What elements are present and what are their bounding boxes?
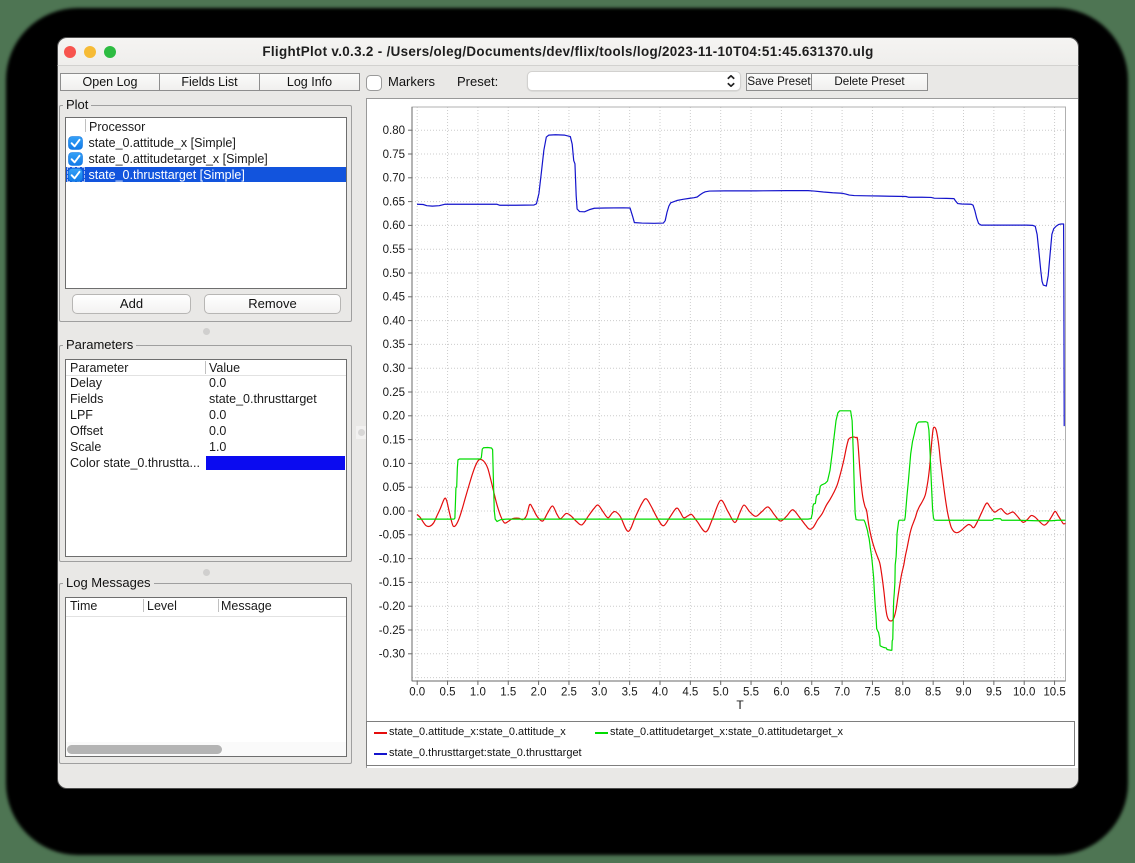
svg-text:0.65: 0.65 [383,196,405,208]
svg-text:9.0: 9.0 [956,687,972,699]
svg-text:0.70: 0.70 [383,173,405,185]
svg-text:1.0: 1.0 [470,687,486,699]
svg-text:0.60: 0.60 [383,220,405,232]
svg-text:0.00: 0.00 [383,506,405,518]
svg-text:0.20: 0.20 [383,411,405,423]
svg-text:4.5: 4.5 [682,687,698,699]
svg-text:6.5: 6.5 [804,687,820,699]
svg-text:0.30: 0.30 [383,363,405,375]
svg-text:10.0: 10.0 [1013,687,1035,699]
svg-text:-0.05: -0.05 [379,530,405,542]
svg-text:6.0: 6.0 [773,687,789,699]
svg-text:0.75: 0.75 [383,149,405,161]
svg-text:0.5: 0.5 [440,687,456,699]
svg-text:0.55: 0.55 [383,244,405,256]
svg-text:8.0: 8.0 [895,687,911,699]
svg-text:0.35: 0.35 [383,339,405,351]
svg-text:-0.10: -0.10 [379,553,405,565]
svg-text:0.45: 0.45 [383,292,405,304]
svg-text:2.0: 2.0 [531,687,547,699]
svg-text:3.0: 3.0 [591,687,607,699]
svg-text:0.10: 0.10 [383,458,405,470]
svg-text:-0.15: -0.15 [379,577,405,589]
svg-text:1.5: 1.5 [500,687,516,699]
svg-text:T: T [736,698,744,712]
svg-text:2.5: 2.5 [561,687,577,699]
svg-text:0.50: 0.50 [383,268,405,280]
svg-text:-0.25: -0.25 [379,625,405,637]
svg-text:0.15: 0.15 [383,434,405,446]
svg-text:4.0: 4.0 [652,687,668,699]
svg-text:9.5: 9.5 [986,687,1002,699]
svg-text:5.0: 5.0 [713,687,729,699]
svg-text:0.80: 0.80 [383,125,405,137]
svg-text:3.5: 3.5 [622,687,638,699]
svg-text:0.40: 0.40 [383,315,405,327]
svg-text:8.5: 8.5 [925,687,941,699]
svg-text:0.05: 0.05 [383,482,405,494]
svg-text:0.25: 0.25 [383,387,405,399]
svg-text:7.0: 7.0 [834,687,850,699]
svg-text:10.5: 10.5 [1043,687,1065,699]
svg-text:-0.30: -0.30 [379,649,405,661]
svg-text:7.5: 7.5 [864,687,880,699]
svg-text:-0.20: -0.20 [379,601,405,613]
svg-text:5.5: 5.5 [743,687,759,699]
svg-text:0.0: 0.0 [409,687,425,699]
